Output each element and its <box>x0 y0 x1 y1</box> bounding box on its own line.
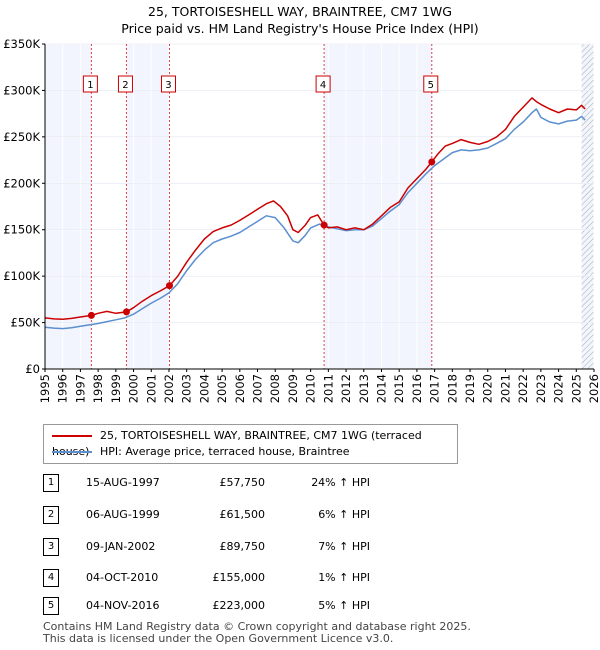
y-tick-label: £50K <box>11 316 41 330</box>
footer: Contains HM Land Registry data © Crown c… <box>43 621 471 645</box>
transaction-hpi-diff: 7% ↑ HPI <box>318 540 370 553</box>
transaction-row: 3 09-JAN-2002 £89,750 7% ↑ HPI <box>0 538 600 558</box>
x-tick-label: 2020 <box>481 374 495 403</box>
sale-marker-label: 2 <box>122 80 128 91</box>
y-tick-label: £250K <box>3 130 40 144</box>
x-tick-label: 2004 <box>197 374 211 403</box>
transaction-number: 4 <box>43 569 59 587</box>
chart-title: 25, TORTOISESHELL WAY, BRAINTREE, CM7 1W… <box>148 4 452 19</box>
sale-point <box>87 311 95 319</box>
transaction-row: 1 15-AUG-1997 £57,750 24% ↑ HPI <box>0 474 600 494</box>
x-tick-label: 2010 <box>304 374 318 403</box>
transaction-hpi-diff: 24% ↑ HPI <box>311 476 370 489</box>
transaction-hpi-diff: 1% ↑ HPI <box>318 571 370 584</box>
legend-swatch-hpi <box>52 451 92 453</box>
hpi-series-line <box>44 108 586 330</box>
property-series-line <box>44 97 586 321</box>
transaction-hpi-diff: 5% ↑ HPI <box>318 599 370 612</box>
transaction-row: 5 04-NOV-2016 £223,000 5% ↑ HPI <box>0 597 600 617</box>
sale-marker-label: 3 <box>165 80 171 91</box>
y-tick-label: £200K <box>3 176 40 190</box>
x-tick-label: 2025 <box>569 374 583 403</box>
x-tick-label: 2023 <box>534 374 548 403</box>
transaction-price: £57,750 <box>219 476 266 489</box>
x-tick-label: 2024 <box>552 374 566 403</box>
x-tick-label: 2006 <box>233 374 247 403</box>
y-tick-label: £300K <box>3 83 40 97</box>
sale-marker-label: 5 <box>428 80 434 91</box>
legend-item-hpi: HPI: Average price, terraced house, Brai… <box>52 444 350 460</box>
sale-marker-box <box>160 75 176 93</box>
transaction-row: 2 06-AUG-1999 £61,500 6% ↑ HPI <box>0 506 600 526</box>
x-tick-label: 2002 <box>162 374 176 403</box>
legend-swatch-property <box>52 435 92 437</box>
transaction-price: £223,000 <box>212 599 266 612</box>
sale-marker-box <box>315 75 331 93</box>
legend-item-property: 25, TORTOISESHELL WAY, BRAINTREE, CM7 1W… <box>52 428 457 458</box>
x-tick-label: 1998 <box>91 374 105 403</box>
x-tick-label: 2021 <box>498 374 512 403</box>
legend: 25, TORTOISESHELL WAY, BRAINTREE, CM7 1W… <box>43 424 458 464</box>
forecast-hatch <box>581 44 594 369</box>
sale-marker-box <box>117 75 133 93</box>
y-tick-label: £0 <box>25 362 40 376</box>
footer-copyright: Contains HM Land Registry data © Crown c… <box>43 620 471 633</box>
transaction-date: 09-JAN-2002 <box>86 540 156 553</box>
ownership-band <box>91 44 127 369</box>
sale-point <box>122 308 130 316</box>
x-tick-label: 2018 <box>445 374 459 403</box>
footer-licence: This data is licensed under the Open Gov… <box>43 632 394 645</box>
transaction-hpi-diff: 6% ↑ HPI <box>318 508 370 521</box>
transaction-number: 5 <box>43 597 59 615</box>
y-tick-label: £100K <box>3 269 40 283</box>
transaction-number: 3 <box>43 538 59 556</box>
transaction-price: £89,750 <box>219 540 266 553</box>
x-tick-label: 2007 <box>251 374 265 403</box>
ownership-band <box>431 44 582 369</box>
x-tick-label: 2022 <box>516 374 530 403</box>
x-tick-label: 2019 <box>463 374 477 403</box>
x-tick-label: 1995 <box>38 374 52 403</box>
x-tick-label: 2009 <box>286 374 300 403</box>
x-tick-label: 2015 <box>392 374 406 403</box>
x-tick-label: 1997 <box>73 374 87 403</box>
transaction-row: 4 04-OCT-2010 £155,000 1% ↑ HPI <box>0 569 600 589</box>
transaction-date: 06-AUG-1999 <box>86 508 160 521</box>
transaction-date: 15-AUG-1997 <box>86 476 160 489</box>
x-tick-label: 2005 <box>215 374 229 403</box>
transaction-number: 2 <box>43 506 59 524</box>
transaction-date: 04-NOV-2016 <box>86 599 160 612</box>
x-tick-label: 2017 <box>428 374 442 403</box>
sale-marker-box <box>82 75 98 93</box>
x-tick-label: 1996 <box>56 374 70 403</box>
y-tick-label: £150K <box>3 223 40 237</box>
x-tick-label: 1999 <box>109 374 123 403</box>
x-tick-label: 2003 <box>180 374 194 403</box>
sale-marker-label: 1 <box>87 80 93 91</box>
transaction-price: £155,000 <box>212 571 266 584</box>
x-tick-label: 2000 <box>127 374 141 403</box>
sale-point <box>320 221 328 229</box>
price-chart: 1 2 3 4 5 £0 £50K £100K £150K £200K £250K £300K £35… <box>3 37 600 403</box>
x-tick-label: 2011 <box>321 374 335 403</box>
x-tick-label: 2008 <box>268 374 282 403</box>
transaction-number: 1 <box>43 474 59 492</box>
y-tick-label: £350K <box>3 37 40 51</box>
x-tick-label: 2001 <box>144 374 158 403</box>
x-tick-label: 2014 <box>374 374 388 403</box>
x-tick-label: 2026 <box>587 374 600 403</box>
transaction-date: 04-OCT-2010 <box>86 571 159 584</box>
sale-marker-box <box>423 75 439 93</box>
sale-point <box>428 158 436 166</box>
transaction-price: £61,500 <box>219 508 266 521</box>
sale-marker-label: 4 <box>320 80 326 91</box>
x-tick-label: 2016 <box>410 374 424 403</box>
chart-subtitle: Price paid vs. HM Land Registry's House … <box>121 21 479 36</box>
legend-label-hpi: HPI: Average price, terraced house, Brai… <box>100 445 350 458</box>
ownership-band <box>169 44 325 369</box>
x-tick-label: 2012 <box>339 374 353 403</box>
x-tick-label: 2013 <box>357 374 371 403</box>
sale-point <box>165 282 173 290</box>
